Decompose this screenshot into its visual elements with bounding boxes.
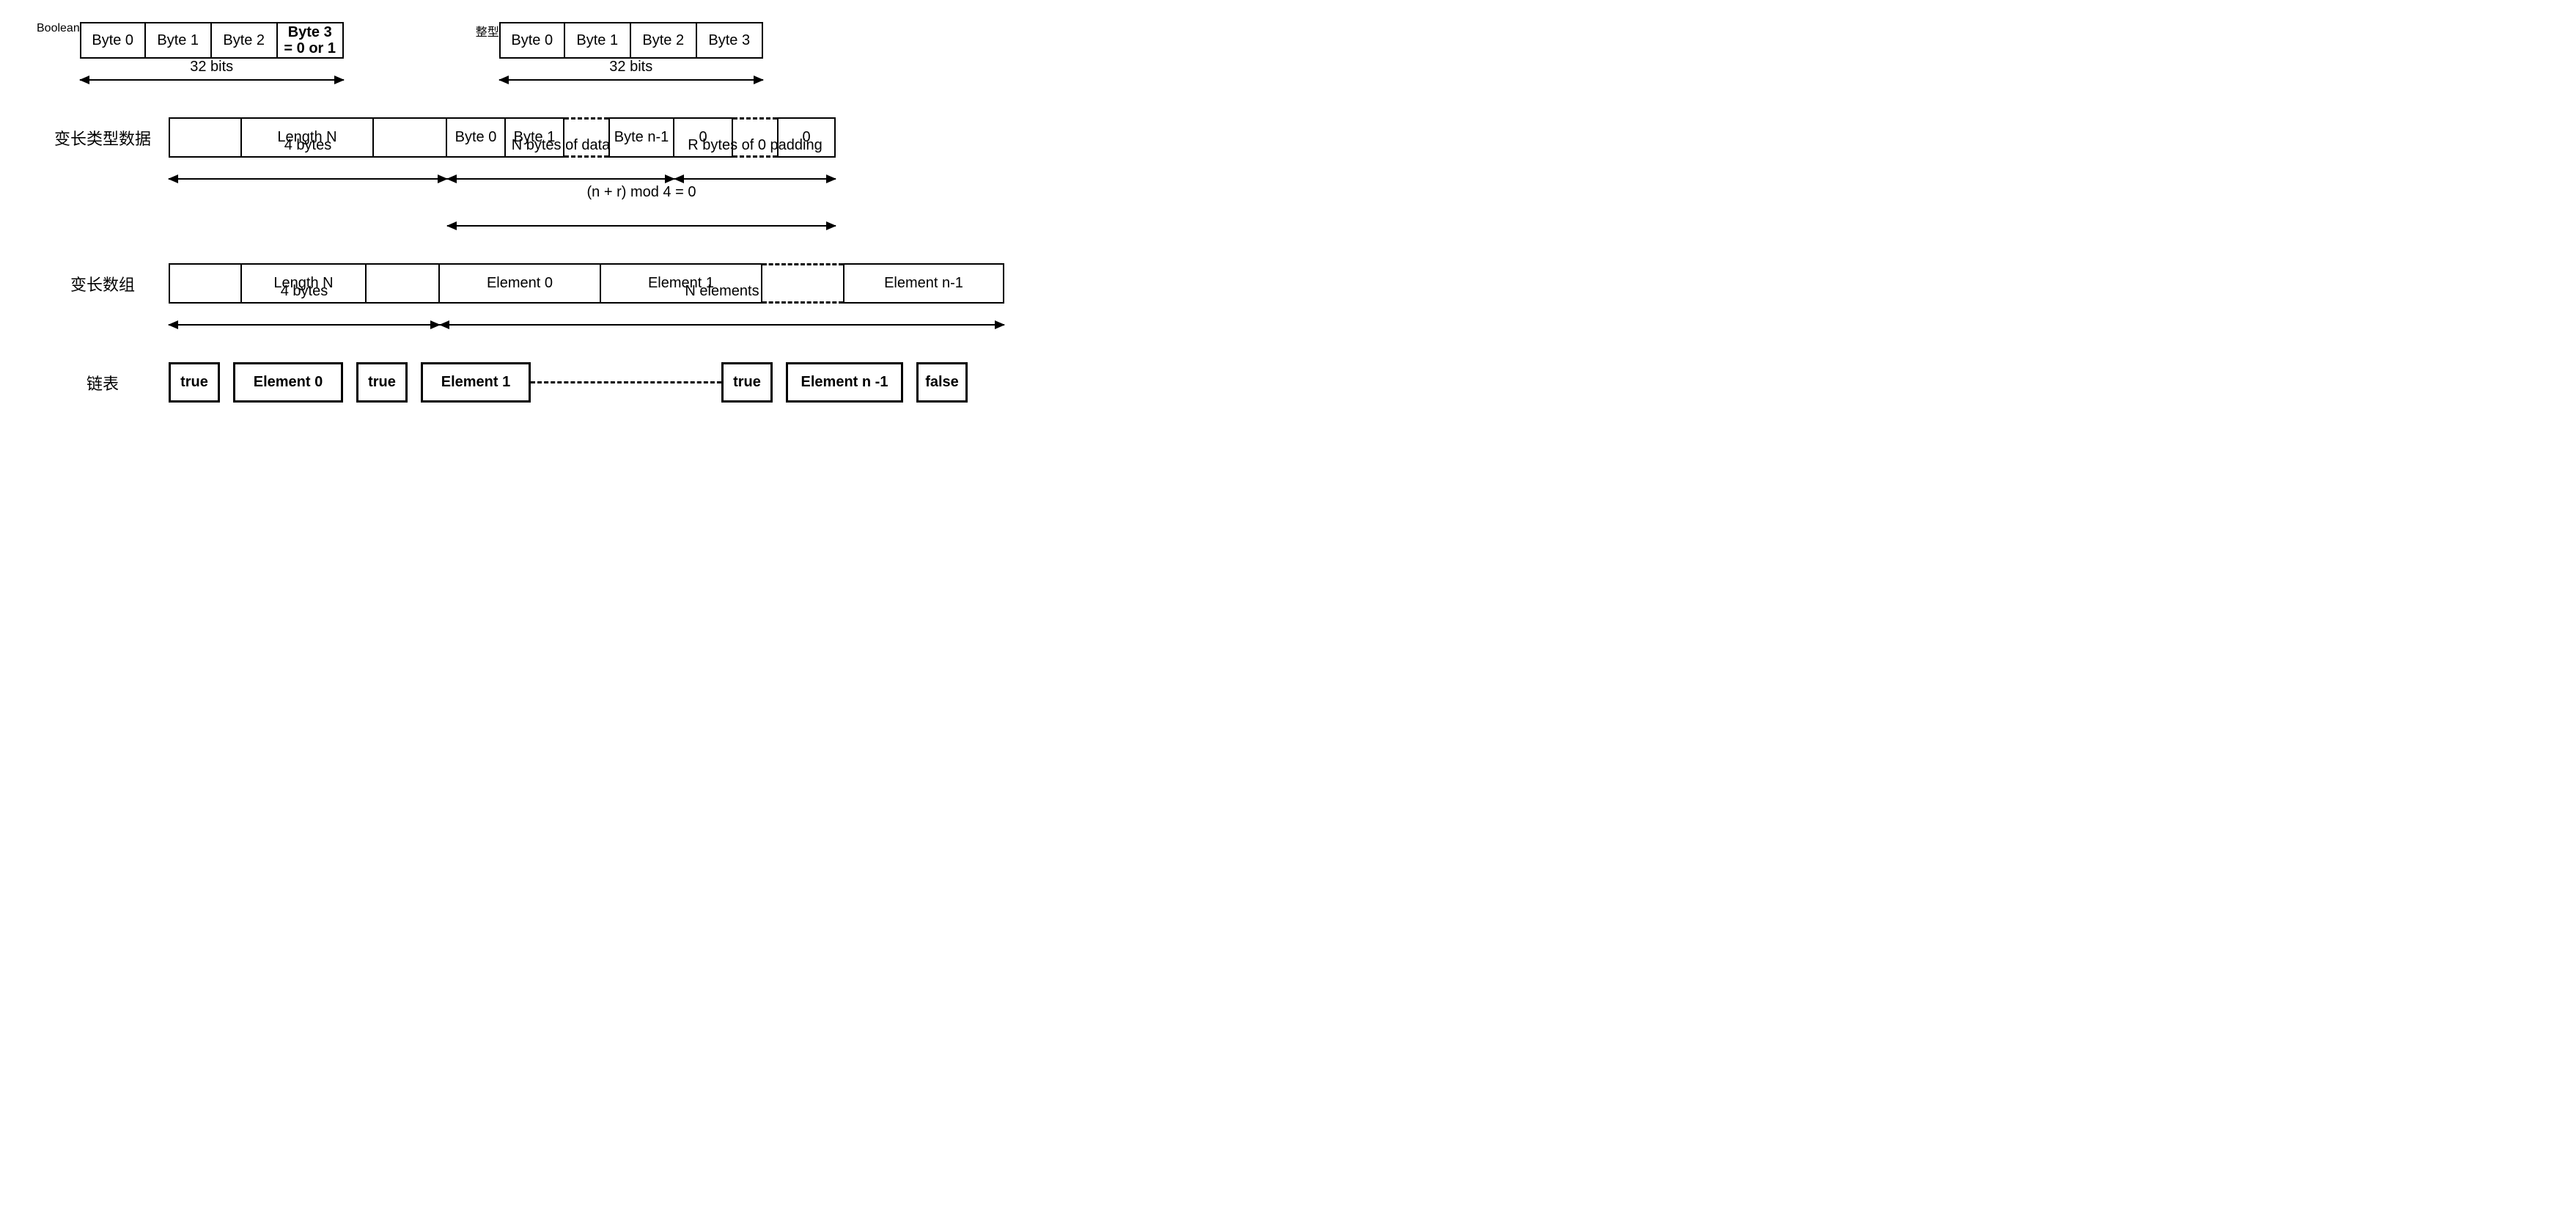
varlen-dim-4bytes: 4 bytes [169,158,447,180]
array-dim-b-label: N elements [440,283,1004,300]
ll-spacer [343,362,356,403]
varlen-data-dims: 4 bytes N bytes of data R bytes of 0 pad… [169,158,2539,180]
boolean-label: Boolean [37,22,80,35]
boolean-byte-2: Byte 2 [212,22,278,59]
integer-cells-wrap: Byte 0Byte 1Byte 2Byte 3 32 bits [499,22,763,81]
row1-pair: Boolean Byte 0Byte 1Byte 2Byte 3 = 0 or … [37,22,2539,81]
varlen-dim-b-arrow [447,178,674,180]
ll-item-5: true [721,362,773,403]
varlen-dim-mod4: (n + r) mod 4 = 0 [447,205,836,227]
linked-list-area: true Element 0 true Element 1 true Element n … [169,362,2539,403]
ll-item-2: true [356,362,408,403]
array-dim-a-label: 4 bytes [169,283,440,300]
integer-dim: 32 bits [499,79,763,81]
integer-byte-3: Byte 3 [697,22,763,59]
boolean-block: Boolean Byte 0Byte 1Byte 2Byte 3 = 0 or … [37,22,344,81]
integer-byte-1: Byte 1 [565,22,631,59]
ll-spacer [408,362,421,403]
ll-item-7: false [916,362,968,403]
ll-gap [531,362,721,403]
row-varlen-array: 变长数组 Length NElement 0Element 1Element n… [37,263,2539,326]
integer-byte-2: Byte 2 [631,22,697,59]
varlen-data-dims2: (n + r) mod 4 = 0 [169,205,2539,227]
varlen-dim-padding: R bytes of 0 padding [674,158,836,180]
integer-byte-0: Byte 0 [499,22,565,59]
varlen-array-label: 变长数组 [37,263,169,295]
varlen-array-dims: 4 bytes N elements [169,304,2539,326]
ll-spacer [903,362,916,403]
boolean-byte-0: Byte 0 [80,22,146,59]
varlen-dim-a-label: 4 bytes [169,137,447,154]
boolean-cells-wrap: Byte 0Byte 1Byte 2Byte 3 = 0 or 1 32 bit… [80,22,344,81]
array-dim-4bytes: 4 bytes [169,304,440,326]
varlen-dim-ndata: N bytes of data [447,158,674,180]
varlen-dim-c-arrow [674,178,836,180]
boolean-dim-label: 32 bits [80,59,344,76]
integer-label: 整型 [476,22,499,40]
row-boolean-integer: Boolean Byte 0Byte 1Byte 2Byte 3 = 0 or … [37,22,2539,81]
integer-dim-arrow [499,79,763,81]
linked-list-label: 链表 [37,362,169,394]
row-varlen-data: 变长类型数据 Length NByte 0Byte 1Byte n-100 4 … [37,117,2539,227]
varlen-dim-a-arrow [169,178,447,180]
varlen-dim-d-label: (n + r) mod 4 = 0 [447,184,836,201]
varlen-dim-d-arrow [447,225,836,227]
boolean-dim-arrow [80,79,344,81]
varlen-array-area: Length NElement 0Element 1Element n-1 4 … [169,263,2539,326]
varlen-dim-d-pad [169,205,447,227]
row-linked-list: 链表 true Element 0 true Element 1 true Element… [37,362,2539,403]
array-dim-nelems: N elements [440,304,1004,326]
ll-item-6: Element n -1 [786,362,903,403]
varlen-dim-c-label: R bytes of 0 padding [674,137,836,154]
ll-item-1: Element 0 [233,362,343,403]
ll-spacer [773,362,786,403]
varlen-data-area: Length NByte 0Byte 1Byte n-100 4 bytes N… [169,117,2539,227]
ll-item-3: Element 1 [421,362,531,403]
integer-cells: Byte 0Byte 1Byte 2Byte 3 [499,22,763,59]
linked-list-cells: true Element 0 true Element 1 true Element n … [169,362,2539,403]
integer-dim-label: 32 bits [499,59,763,76]
boolean-cells: Byte 0Byte 1Byte 2Byte 3 = 0 or 1 [80,22,344,59]
boolean-byte-3: Byte 3 = 0 or 1 [278,22,344,59]
array-dim-b-arrow [440,324,1004,326]
array-dim-a-arrow [169,324,440,326]
varlen-dim-b-label: N bytes of data [447,137,674,154]
row1-area: Boolean Byte 0Byte 1Byte 2Byte 3 = 0 or … [37,22,2539,81]
varlen-data-label: 变长类型数据 [37,117,169,150]
ll-item-0: true [169,362,220,403]
boolean-dim: 32 bits [80,79,344,81]
ll-spacer [220,362,233,403]
boolean-byte-1: Byte 1 [146,22,212,59]
integer-block: 整型 Byte 0Byte 1Byte 2Byte 3 32 bits [476,22,763,81]
